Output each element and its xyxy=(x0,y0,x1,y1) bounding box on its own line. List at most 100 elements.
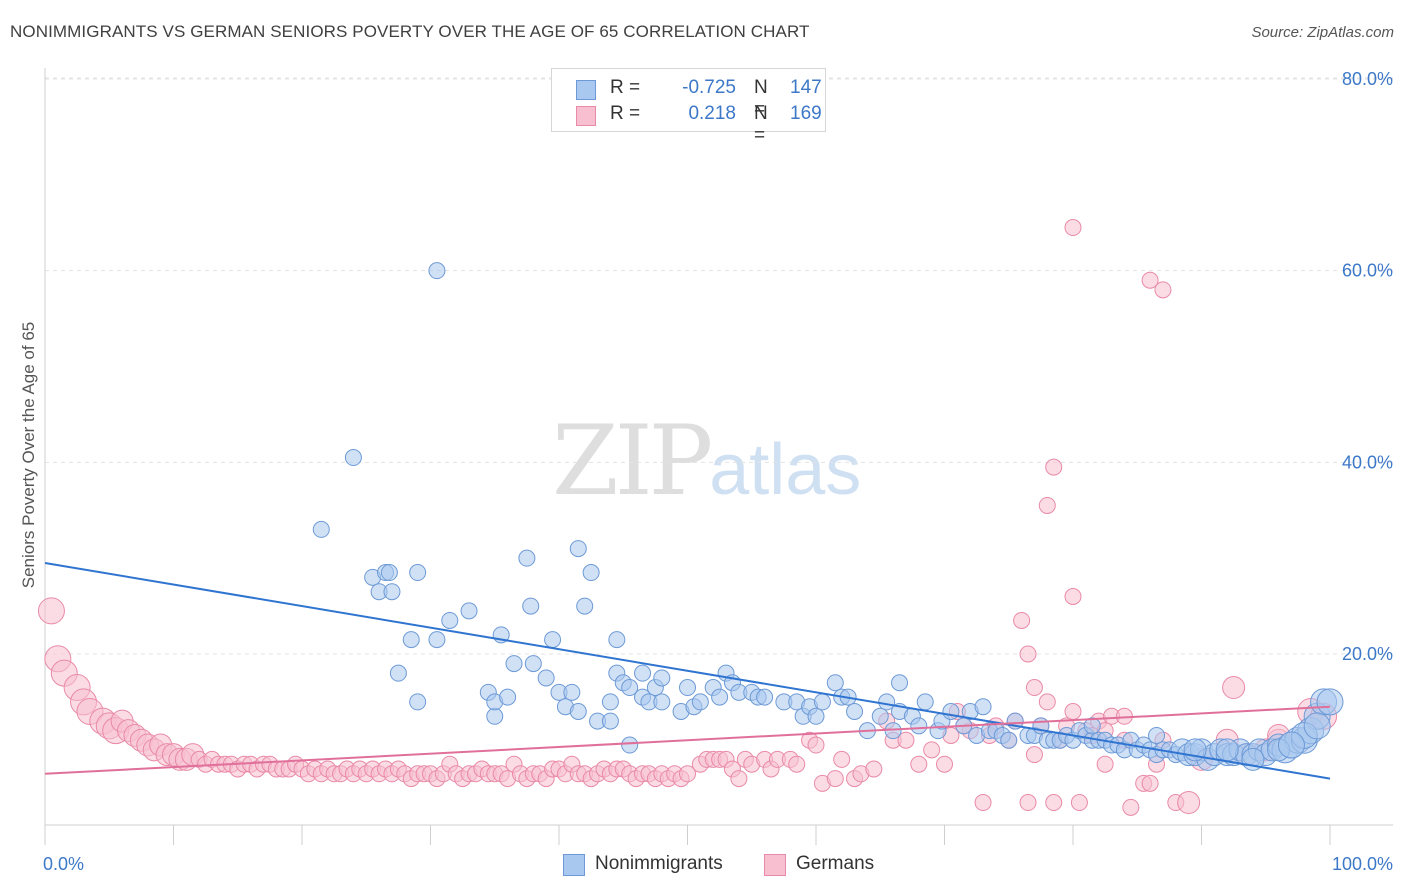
trend-lines xyxy=(44,561,1331,780)
nonimmigrants-point xyxy=(826,674,844,692)
nonimmigrants-point xyxy=(460,602,478,620)
nonimmigrants-point xyxy=(608,631,626,649)
nonimmigrants-swatch xyxy=(563,854,585,876)
legend-swatch-germans xyxy=(576,106,596,126)
germans-point xyxy=(833,750,851,768)
nonimmigrants-point xyxy=(505,655,523,673)
nonimmigrants-point xyxy=(563,683,581,701)
germans-point xyxy=(679,765,696,783)
nonimmigrants-point xyxy=(486,707,504,725)
germans-point xyxy=(1045,458,1063,476)
series-legend: Nonimmigrants Germans xyxy=(0,852,1406,878)
nonimmigrants-point xyxy=(344,449,362,467)
germans-point xyxy=(1222,676,1246,700)
nonimmigrants-point xyxy=(1215,738,1239,762)
nonimmigrants-point xyxy=(544,631,562,649)
x-tick-label: 0.0% xyxy=(43,854,84,874)
y-axis-title: Seniors Poverty Over the Age of 65 xyxy=(19,322,38,588)
nonimmigrants-point xyxy=(601,712,619,730)
nonimmigrants-point xyxy=(428,262,446,280)
nonimmigrants-point xyxy=(679,679,696,697)
nonimmigrants-point xyxy=(569,540,587,558)
germans-point xyxy=(37,597,65,625)
germans-point xyxy=(1096,755,1114,773)
germans-trend-line xyxy=(44,705,1331,775)
legend-n-label: N = xyxy=(754,77,768,120)
nonimmigrants-point xyxy=(942,703,960,720)
germans-point xyxy=(807,736,825,754)
legend-n-label: N = xyxy=(754,103,768,146)
nonimmigrants-point xyxy=(813,693,831,711)
nonimmigrants-point xyxy=(380,564,398,582)
x-tick-label: 100.0% xyxy=(1332,854,1393,874)
legend-n-value: 147 xyxy=(790,77,822,98)
nonimmigrants-point xyxy=(621,679,639,697)
nonimmigrants-point xyxy=(537,669,555,687)
germans-point xyxy=(1154,281,1172,299)
nonimmigrants-point xyxy=(428,631,446,649)
nonimmigrants-points xyxy=(312,262,1344,771)
source-label: Source: ZipAtlas.com xyxy=(1251,24,1394,41)
legend-r-value: 0.218 xyxy=(688,103,736,124)
nonimmigrants-point xyxy=(582,564,600,582)
germans-points xyxy=(37,219,1338,816)
germans-point xyxy=(1141,774,1159,792)
germans-point xyxy=(1038,496,1056,514)
germans-point xyxy=(936,755,953,773)
nonimmigrants-point xyxy=(653,669,671,687)
nonimmigrants-point xyxy=(1316,688,1344,716)
y-tick-label: 60.0% xyxy=(1342,261,1393,281)
germans-point xyxy=(1064,703,1082,720)
nonimmigrants-point xyxy=(409,693,427,711)
germans-point xyxy=(826,770,844,788)
nonimmigrants-point xyxy=(601,693,619,711)
nonimmigrants-point xyxy=(891,674,909,692)
germans-point xyxy=(923,741,941,759)
nonimmigrants-point xyxy=(518,549,536,567)
nonimmigrants-point xyxy=(807,707,825,725)
nonimmigrants-point xyxy=(691,693,709,711)
germans-swatch xyxy=(764,854,786,876)
nonimmigrants-point xyxy=(409,564,427,582)
germans-point xyxy=(910,755,928,773)
germans-point xyxy=(1070,794,1088,812)
germans-point xyxy=(1122,798,1140,816)
nonimmigrants-point xyxy=(974,698,992,716)
legend-n-value: 169 xyxy=(790,103,822,124)
legend-swatch-nonimmigrants xyxy=(576,80,596,100)
germans-point xyxy=(1141,271,1159,289)
nonimmigrants-point xyxy=(621,736,639,754)
germans-point xyxy=(730,770,748,788)
germans-point xyxy=(1025,679,1043,697)
germans-point xyxy=(1019,645,1037,663)
axis-labels: 20.0% 40.0% 60.0% 80.0% 0.0% 100.0% Seniors Po… xyxy=(19,69,1393,874)
nonimmigrants-point xyxy=(1000,731,1018,749)
nonimmigrants-point xyxy=(441,611,459,629)
germans-point xyxy=(1064,588,1082,605)
nonimmigrants-point xyxy=(1303,712,1331,740)
nonimmigrants-point xyxy=(1277,731,1305,759)
nonimmigrants-point xyxy=(569,703,587,720)
nonimmigrants-point xyxy=(402,631,420,649)
watermark-zip: ZIP xyxy=(552,405,713,517)
germans-point xyxy=(1177,791,1201,815)
nonimmigrants-point xyxy=(1083,717,1101,735)
germans-point xyxy=(865,760,883,778)
legend-r-value: -0.725 xyxy=(682,77,736,98)
y-tick-label: 40.0% xyxy=(1342,452,1393,472)
nonimmigrants-point xyxy=(499,688,517,706)
nonimmigrants-point xyxy=(383,583,401,601)
germans-point xyxy=(788,755,806,773)
germans-point xyxy=(1019,794,1037,812)
nonimmigrants-point xyxy=(522,597,540,615)
nonimmigrants-point xyxy=(756,688,774,706)
germans-point xyxy=(974,794,992,812)
nonimmigrants-label: Nonimmigrants xyxy=(595,853,723,874)
y-tick-label: 80.0% xyxy=(1342,69,1393,89)
germans-point xyxy=(1025,746,1043,764)
nonimmigrants-point xyxy=(653,693,671,711)
nonimmigrants-point xyxy=(910,717,928,735)
correlation-legend: R = -0.725 N = 147 R = 0.218 N = 169 xyxy=(551,68,826,146)
watermark-atlas: atlas xyxy=(709,430,862,510)
